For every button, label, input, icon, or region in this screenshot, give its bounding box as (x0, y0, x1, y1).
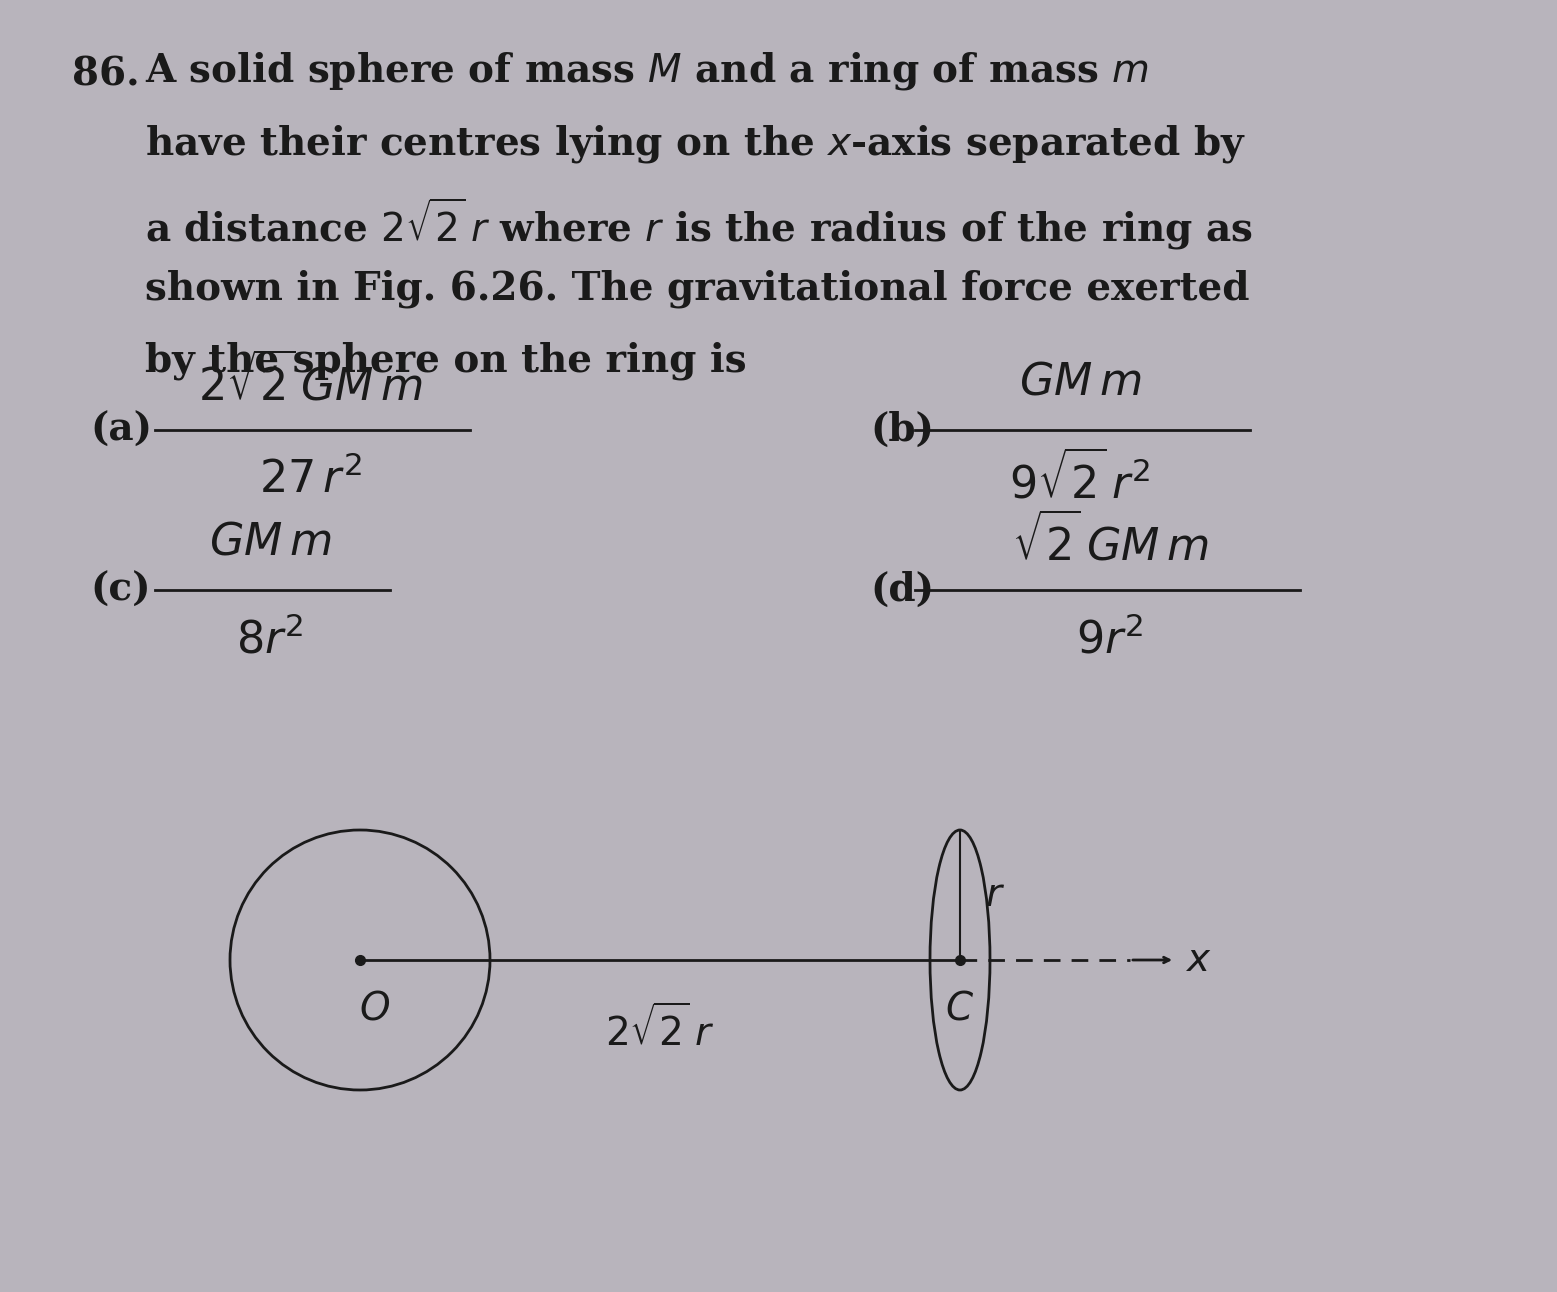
Text: $9\sqrt{2}\,r^2$: $9\sqrt{2}\,r^2$ (1009, 452, 1151, 508)
Text: $2\sqrt{2}\,G M\,m$: $2\sqrt{2}\,G M\,m$ (198, 354, 422, 410)
Text: 86.: 86. (72, 56, 140, 93)
Text: $8r^2$: $8r^2$ (237, 618, 304, 663)
Text: shown in Fig. 6.26. The gravitational force exerted: shown in Fig. 6.26. The gravitational fo… (145, 269, 1250, 307)
Text: $x$: $x$ (1185, 941, 1211, 979)
Text: $9r^2$: $9r^2$ (1076, 618, 1144, 663)
Text: (a): (a) (90, 411, 153, 450)
Text: $O$: $O$ (360, 990, 391, 1028)
Text: A solid sphere of mass $M$ and a ring of mass $m$: A solid sphere of mass $M$ and a ring of… (145, 50, 1149, 92)
Text: have their centres lying on the $x$-axis separated by: have their centres lying on the $x$-axis… (145, 123, 1246, 165)
Text: $27\,r^2$: $27\,r^2$ (258, 457, 361, 503)
Text: $\sqrt{2}\,G M\,m$: $\sqrt{2}\,G M\,m$ (1012, 514, 1208, 570)
Text: (c): (c) (90, 571, 151, 609)
Text: $G M\,m$: $G M\,m$ (1018, 360, 1141, 403)
Text: a distance $2\sqrt{2}\,r$ where $r$ is the radius of the ring as: a distance $2\sqrt{2}\,r$ where $r$ is t… (145, 196, 1253, 252)
Text: $r$: $r$ (986, 876, 1004, 913)
Text: (d): (d) (870, 571, 934, 609)
Text: $C$: $C$ (945, 990, 975, 1028)
Text: by the sphere on the ring is: by the sphere on the ring is (145, 342, 747, 381)
Text: $2\sqrt{2}\,r$: $2\sqrt{2}\,r$ (606, 1005, 715, 1053)
Text: $G M\,m$: $G M\,m$ (209, 521, 332, 563)
Text: (b): (b) (870, 411, 934, 450)
